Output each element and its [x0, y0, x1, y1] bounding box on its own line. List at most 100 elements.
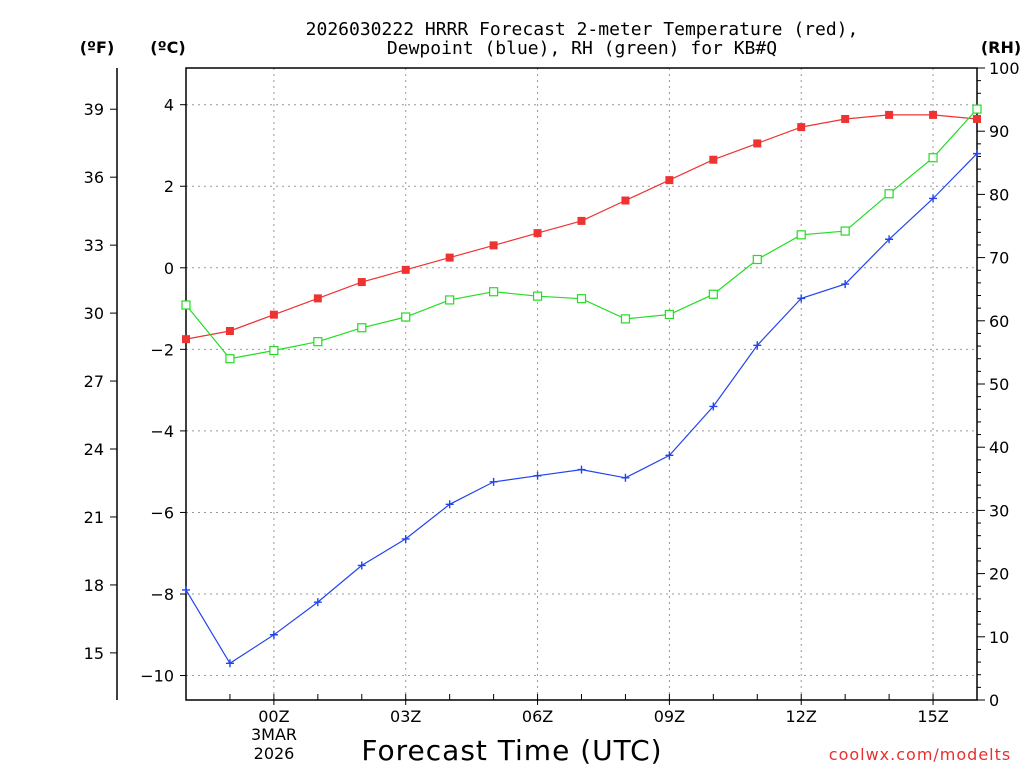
axes — [116, 67, 978, 701]
rh-point — [796, 230, 806, 240]
dewpoint-point — [225, 659, 234, 668]
rh-tick-label: 30 — [989, 501, 1009, 520]
rh-point — [620, 314, 631, 324]
temperature-point — [533, 229, 542, 238]
dewpoint-point — [182, 585, 190, 594]
dewpoint-point — [753, 341, 762, 350]
dewpoint-point — [841, 280, 850, 289]
rh-tick-label: 100 — [989, 59, 1020, 78]
rh-tick-label: 60 — [989, 312, 1009, 331]
rh-point — [357, 323, 367, 333]
dewpoint-point — [445, 500, 454, 509]
celsius-tick-label: −6 — [150, 503, 174, 522]
rh-tick-label: 40 — [989, 438, 1009, 457]
chart-title-line-1: 2026030222 HRRR Forecast 2-meter Tempera… — [306, 19, 859, 40]
time-tick-label: 06Z — [522, 707, 553, 726]
temperature-point — [753, 139, 762, 148]
fahrenheit-tick-label: 18 — [84, 576, 104, 595]
rh-point — [181, 300, 191, 310]
rh-point — [664, 309, 674, 320]
fahrenheit-tick-label: 27 — [84, 372, 104, 391]
temperature-point — [577, 216, 586, 225]
rh-point — [576, 294, 587, 304]
temperature-point — [665, 176, 674, 185]
rh-unit-label: (RH) — [981, 38, 1021, 57]
rh-point — [532, 291, 543, 301]
celsius-unit-label: (ºC) — [150, 38, 185, 57]
rh-point — [445, 295, 455, 305]
rh-point — [972, 104, 982, 114]
time-tick-label: 15Z — [917, 707, 948, 726]
plot-frame — [185, 67, 978, 701]
time-axis-ticks: 00Z 03Z 06Z 09Z 12Z 15Z — [185, 694, 978, 726]
dewpoint-point — [665, 451, 674, 460]
temperature-point — [929, 110, 938, 119]
celsius-tick-label: −10 — [140, 667, 174, 686]
x-axis-label: Forecast Time (UTC) — [361, 734, 662, 767]
temperature-point — [797, 123, 806, 132]
dewpoint-point — [885, 235, 894, 244]
dewpoint-point — [797, 294, 806, 303]
temperature-point — [621, 196, 630, 205]
fahrenheit-tick-label: 33 — [84, 236, 104, 255]
time-tick-label: 03Z — [390, 707, 421, 726]
date-label-year: 2026 — [254, 744, 295, 763]
rh-tick-label: 70 — [989, 249, 1009, 268]
temperature-point — [709, 155, 718, 164]
rh-tick-label: 90 — [989, 122, 1009, 141]
dewpoint-point — [489, 477, 498, 486]
celsius-tick-label: −4 — [150, 422, 174, 441]
fahrenheit-tick-label: 24 — [84, 440, 104, 459]
temperature-point — [445, 253, 454, 262]
temperature-point — [885, 110, 894, 119]
temperature-point — [841, 114, 850, 123]
rh-point — [269, 345, 279, 356]
rh-axis-ticks: 0 10 20 30 40 50 60 70 80 90 100 — [977, 59, 1020, 710]
fahrenheit-tick-label: 15 — [84, 644, 104, 663]
celsius-tick-label: 4 — [164, 96, 174, 115]
rh-point — [840, 226, 850, 236]
temperature-point — [225, 326, 234, 335]
rh-point — [928, 153, 938, 163]
rh-point — [401, 312, 411, 322]
dewpoint-point — [621, 473, 630, 482]
celsius-tick-label: 0 — [164, 259, 174, 278]
fahrenheit-unit-label: (ºF) — [80, 38, 115, 57]
celsius-tick-label: −8 — [150, 585, 174, 604]
celsius-tick-label: 2 — [164, 177, 174, 196]
gridlines — [186, 68, 977, 700]
fahrenheit-tick-label: 39 — [84, 100, 104, 119]
data-series — [181, 104, 982, 668]
rh-tick-label: 20 — [989, 565, 1009, 584]
rh-tick-label: 50 — [989, 375, 1009, 394]
temperature-point — [313, 294, 322, 303]
celsius-axis-ticks: −10 −8 −6 −4 −2 0 2 4 — [140, 96, 186, 686]
rh-tick-label: 0 — [989, 691, 999, 710]
temperature-point — [973, 114, 981, 123]
temperature-point — [489, 241, 498, 250]
fahrenheit-tick-label: 36 — [84, 168, 104, 187]
temperature-point — [182, 335, 190, 344]
time-tick-label: 09Z — [654, 707, 685, 726]
fahrenheit-tick-label: 30 — [84, 304, 104, 323]
fahrenheit-axis-ticks: 15 18 21 24 27 30 33 36 39 — [84, 100, 117, 663]
credit-link[interactable]: coolwx.com/modelts — [829, 745, 1011, 764]
dewpoint-point — [313, 598, 322, 607]
rh-point — [489, 287, 499, 297]
rh-point — [884, 189, 894, 199]
rh-point — [708, 289, 718, 299]
temperature-series-line — [185, 114, 978, 340]
dewpoint-series-line — [185, 153, 978, 665]
temperature-point — [401, 265, 410, 274]
time-tick-label: 00Z — [258, 707, 289, 726]
chart-title-line-2: Dewpoint (blue), RH (green) for KB#Q — [387, 38, 777, 59]
dewpoint-point — [709, 402, 718, 411]
dewpoint-point — [401, 534, 410, 543]
rh-point — [313, 337, 323, 347]
dewpoint-point — [269, 630, 278, 639]
dewpoint-point — [357, 561, 366, 570]
fahrenheit-tick-label: 21 — [84, 508, 104, 527]
rh-series-line — [185, 108, 978, 360]
dewpoint-point — [577, 465, 586, 474]
